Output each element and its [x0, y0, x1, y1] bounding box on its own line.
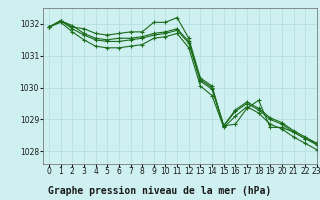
- Text: Graphe pression niveau de la mer (hPa): Graphe pression niveau de la mer (hPa): [48, 186, 272, 196]
